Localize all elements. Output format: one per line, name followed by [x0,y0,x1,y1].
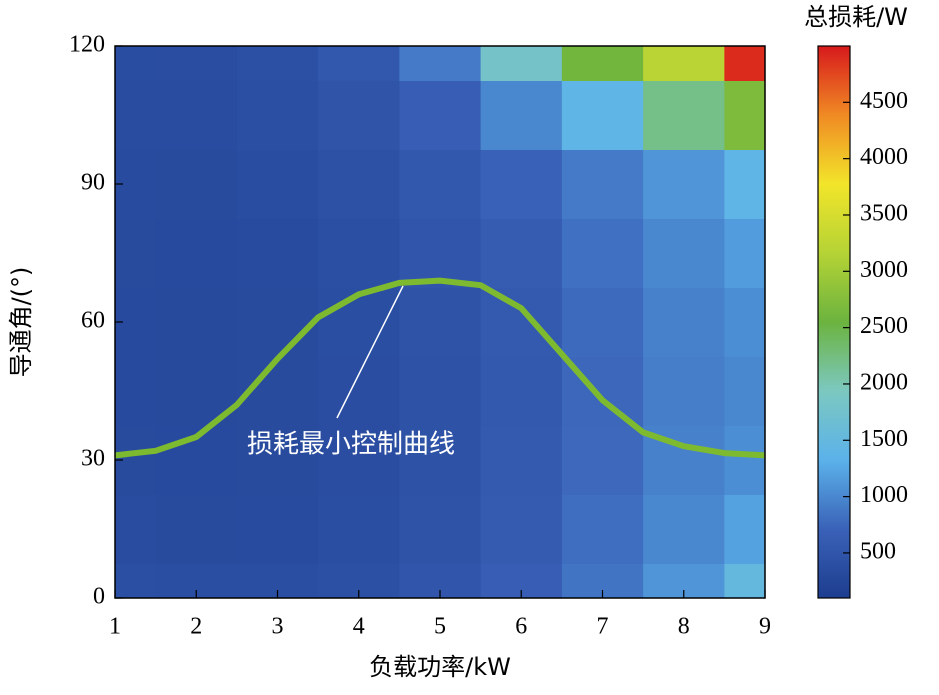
x-tick-label: 2 [190,614,202,640]
colorbar-tick-label: 3500 [860,200,908,226]
heat-cell [643,46,725,81]
heat-cell [724,494,765,564]
heat-cell [724,287,765,357]
heat-cell [318,46,400,81]
colorbar-tick-label: 2500 [860,313,908,339]
heat-cell [643,494,725,564]
colorbar-tick-label: 500 [860,538,896,564]
x-tick-label: 1 [109,614,121,640]
heat-cell [115,494,157,564]
colorbar [817,45,851,599]
heat-cell [115,80,157,150]
heat-cell [115,563,157,598]
heat-cell [480,218,563,288]
y-tick-label: 60 [81,308,105,334]
heat-cell [643,218,725,288]
colorbar-tick-label: 1000 [860,482,908,508]
heat-cell [561,149,644,219]
heat-cell [724,425,765,495]
heat-cell [480,46,563,81]
heat-cell [318,80,400,150]
heat-cell [724,356,765,426]
heat-cell [724,80,765,150]
heat-cell [399,425,482,495]
heat-cell [318,494,400,564]
heat-cell [115,46,157,81]
annotation: 损耗最小控制曲线 [247,430,455,460]
y-tick-label: 0 [93,584,105,610]
heat-cell [399,356,482,426]
heat-cell [155,287,238,357]
heat-cell [724,563,765,598]
heat-cell [155,46,238,81]
heat-cell [643,356,725,426]
heat-cell [155,149,238,219]
colorbar-tick-label: 3000 [860,257,908,283]
heat-cell [480,149,563,219]
heat-cell [724,46,765,81]
heat-cell [318,425,400,495]
heat-cell [399,80,482,150]
control-curve [115,277,765,459]
colorbar-tick-label: 4000 [860,144,908,170]
heat-cell [480,80,563,150]
x-tick-label: 5 [434,614,446,640]
colorbar-tick-label: 4500 [860,88,908,114]
heat-cell [399,149,482,219]
x-tick-label: 3 [272,614,284,640]
heat-cell [480,425,563,495]
heat-cell [399,46,482,81]
heat-cell [399,218,482,288]
heat-cell [480,494,563,564]
heatmap [115,46,765,598]
heat-cell [155,494,238,564]
heat-cell [480,287,563,357]
heat-cell [236,218,319,288]
x-axis-label: 负载功率/kW [369,653,511,681]
heat-cell [399,287,482,357]
x-tick-label: 7 [597,614,609,640]
heat-cell [643,149,725,219]
heat-cell [561,425,644,495]
heat-cell [115,218,157,288]
y-tick-label: 90 [81,170,105,196]
y-tick-label: 30 [81,446,105,472]
y-tick-label: 120 [69,32,105,58]
heat-cell [643,287,725,357]
x-tick-label: 8 [678,614,690,640]
heat-cell [724,149,765,219]
heat-cell [155,218,238,288]
heat-cell [561,218,644,288]
x-tick-label: 6 [515,614,527,640]
heat-cell [318,218,400,288]
colorbar-tick-label: 1500 [860,426,908,452]
heat-cell [236,46,319,81]
heat-cell [561,287,644,357]
heat-cell [236,80,319,150]
heat-cell [399,494,482,564]
heat-cell [561,494,644,564]
x-tick-label: 4 [353,614,365,640]
heat-cell [236,425,319,495]
x-tick-label: 9 [759,614,771,640]
heat-cell [236,149,319,219]
heat-cell [724,218,765,288]
heat-cell [480,356,563,426]
heat-cell [561,46,644,81]
heat-cell [561,80,644,150]
heat-cell [318,356,400,426]
heat-cell [318,287,400,357]
annotation-leader [336,285,404,419]
colorbar-label: 总损耗/W [804,3,908,31]
heat-cell [643,80,725,150]
heat-cell [236,494,319,564]
y-axis-label: 导通角/(°) [7,267,35,378]
heat-cell [115,356,157,426]
heat-cell [236,287,319,357]
colorbar-tick-label: 2000 [860,369,908,395]
heat-cell [318,149,400,219]
heat-cell [155,80,238,150]
